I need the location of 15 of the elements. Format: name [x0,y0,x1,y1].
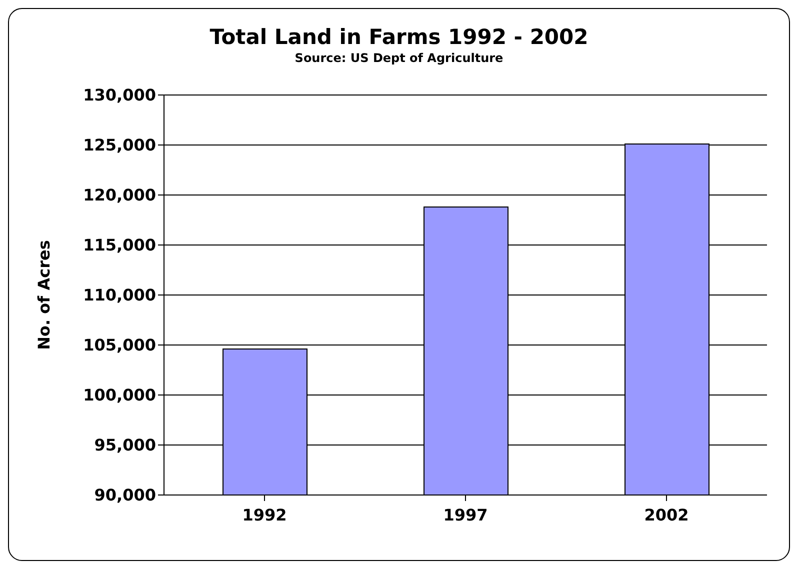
y-axis-title: No. of Acres [34,240,54,350]
chart-subtitle: Source: US Dept of Agriculture [294,51,504,65]
x-tick-label: 1992 [242,505,287,524]
x-tick-label: 1997 [443,505,488,524]
x-tick-label: 2002 [644,505,689,524]
y-tick-label: 130,000 [83,86,156,105]
y-tick-label: 100,000 [83,386,156,405]
y-tick-label: 105,000 [83,336,156,355]
y-tick-label: 125,000 [83,136,156,155]
y-tick-label: 115,000 [83,236,156,255]
y-tick-label: 90,000 [94,486,156,505]
y-tick-label: 120,000 [83,186,156,205]
y-tick-label: 95,000 [94,436,156,455]
y-tick-label: 110,000 [83,286,156,305]
chart-title: Total Land in Farms 1992 - 2002 [208,24,590,49]
